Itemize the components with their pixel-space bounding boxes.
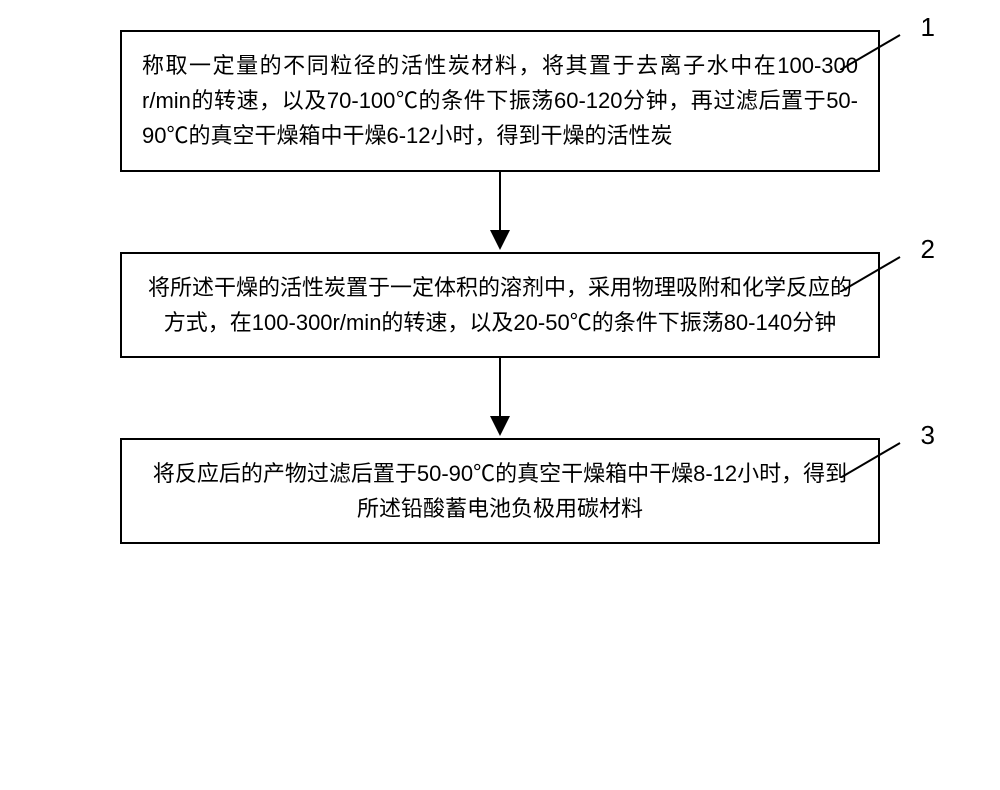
step-label-2: 2 <box>921 234 935 265</box>
step-box-3: 将反应后的产物过滤后置于50-90℃的真空干燥箱中干燥8-12小时，得到所述铅酸… <box>120 438 880 544</box>
step-text-1: 称取一定量的不同粒径的活性炭材料，将其置于去离子水中在100-300 r/min… <box>142 53 858 148</box>
arrow-2-3 <box>480 358 520 438</box>
arrow-1-2 <box>480 172 520 252</box>
step-text-2: 将所述干燥的活性炭置于一定体积的溶剂中，采用物理吸附和化学反应的方式，在100-… <box>148 275 852 335</box>
step-wrapper-3: 将反应后的产物过滤后置于50-90℃的真空干燥箱中干燥8-12小时，得到所述铅酸… <box>50 438 950 544</box>
step-box-2: 将所述干燥的活性炭置于一定体积的溶剂中，采用物理吸附和化学反应的方式，在100-… <box>120 252 880 358</box>
flowchart-container: 称取一定量的不同粒径的活性炭材料，将其置于去离子水中在100-300 r/min… <box>50 30 950 544</box>
step-box-1: 称取一定量的不同粒径的活性炭材料，将其置于去离子水中在100-300 r/min… <box>120 30 880 172</box>
step-label-3: 3 <box>921 420 935 451</box>
step-label-1: 1 <box>921 12 935 43</box>
step-text-3: 将反应后的产物过滤后置于50-90℃的真空干燥箱中干燥8-12小时，得到所述铅酸… <box>153 461 847 521</box>
step-wrapper-2: 将所述干燥的活性炭置于一定体积的溶剂中，采用物理吸附和化学反应的方式，在100-… <box>50 252 950 358</box>
step-wrapper-1: 称取一定量的不同粒径的活性炭材料，将其置于去离子水中在100-300 r/min… <box>50 30 950 172</box>
